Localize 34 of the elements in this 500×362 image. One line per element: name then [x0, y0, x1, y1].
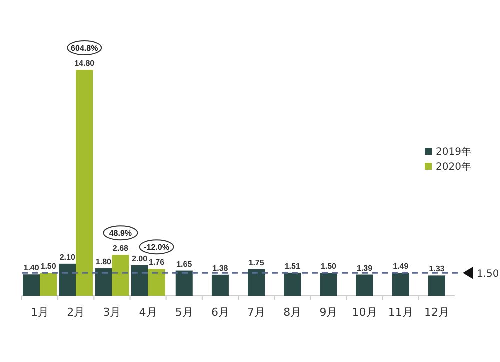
x-tick-label: 2月: [67, 306, 86, 319]
data-label: 1.75: [248, 258, 265, 268]
x-tick-label: 1月: [31, 306, 50, 319]
data-label: 2.10: [60, 252, 76, 262]
annotation: -12.0%: [144, 243, 170, 252]
data-label: 1.50: [320, 262, 338, 272]
x-tick-label: 4月: [139, 306, 158, 319]
legend-label: 2019年: [436, 146, 472, 158]
x-tick-label: 7月: [248, 306, 266, 319]
data-label: 1.49: [393, 262, 410, 272]
data-label: 1.40: [24, 264, 40, 273]
x-tick-label: 10月: [352, 306, 378, 319]
x-tick-label: 5月: [175, 306, 194, 319]
data-label: 1.51: [284, 262, 301, 271]
data-label: 1.50: [40, 262, 57, 272]
data-label: 1.39: [357, 264, 374, 273]
data-label: 1.38: [212, 264, 229, 273]
x-tick-label: 9月: [320, 306, 338, 319]
data-label: 2.00: [132, 254, 148, 264]
data-label: 1.80: [96, 258, 112, 267]
x-tick-label: 3月: [103, 306, 122, 319]
x-tick-label: 8月: [284, 306, 302, 319]
x-tick-label: 6月: [211, 306, 230, 319]
legend-label: 2020年: [436, 161, 472, 173]
data-label: 1.65: [176, 260, 193, 269]
x-tick-label: 11月: [388, 306, 414, 319]
x-tick-label: 12月: [424, 306, 450, 319]
data-label: 1.33: [429, 264, 446, 274]
data-label: 14.80: [74, 59, 96, 68]
annotation: 48.9%: [109, 229, 132, 238]
annotation: 604.8%: [71, 44, 98, 53]
ref-line-label: 1.50: [477, 269, 500, 280]
data-label: 1.76: [149, 258, 166, 268]
data-label: 2.68: [112, 244, 130, 254]
